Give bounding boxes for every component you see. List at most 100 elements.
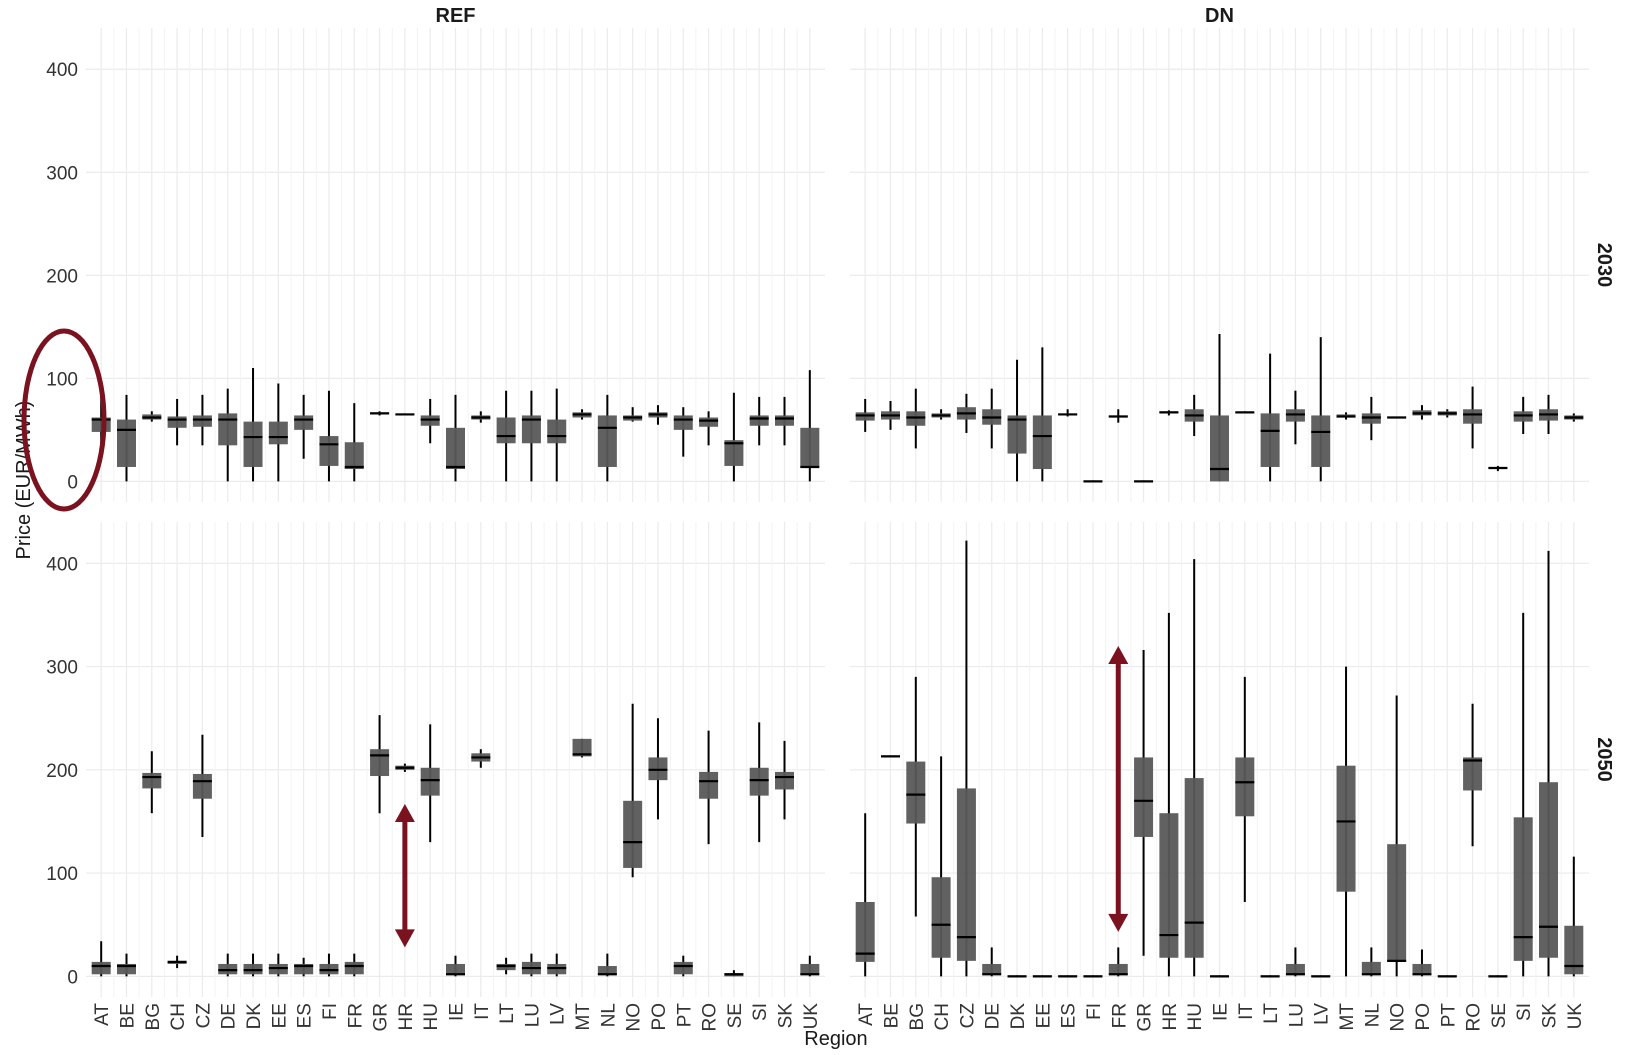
box-DN-2050-DE [982, 947, 1002, 977]
box-REF-2050-PT [673, 955, 693, 977]
x-tick-label: LU [522, 1003, 543, 1027]
box-body [749, 767, 769, 796]
box-REF-2030-LV [547, 388, 567, 482]
box-REF-2030-DE [218, 388, 238, 482]
x-tick-label: AT [856, 1003, 877, 1026]
y-tick-label: 100 [46, 864, 78, 885]
box-body [800, 427, 820, 467]
box-body [167, 416, 187, 428]
box-body [623, 800, 643, 868]
x-tick-label: UK [1565, 1003, 1586, 1030]
box-body [1235, 757, 1255, 817]
box-body [1210, 415, 1229, 482]
box-REF-2050-FR [344, 953, 364, 977]
box-DN-2030-CH [931, 409, 951, 420]
x-tick-label: DE [983, 1003, 1004, 1029]
box-body [1412, 963, 1432, 975]
box-body [344, 961, 364, 975]
box-REF-2050-UK [800, 955, 820, 977]
x-tick-label: IT [472, 1003, 493, 1020]
box-DN-2030-UK [1564, 413, 1584, 422]
box-body [956, 788, 976, 961]
x-tick-label: PT [674, 1003, 695, 1028]
x-tick-label: LT [497, 1003, 518, 1024]
box-body [116, 419, 136, 467]
box-REF-2050-LT [496, 957, 516, 975]
box-DN-2050-PT [1437, 975, 1457, 978]
box-DN-2030-MT [1336, 412, 1356, 420]
box-DN-2030-BG [906, 388, 926, 449]
y-tick-label: 200 [46, 266, 78, 287]
x-tick-label: PO [649, 1003, 670, 1030]
box-DN-2050-AT [855, 813, 875, 977]
box-body [1513, 817, 1533, 961]
box-DN-2030-IT [1235, 411, 1255, 414]
x-tick-label: IE [1211, 1003, 1232, 1021]
box-DN-2030-FR [1108, 409, 1128, 423]
box-body [243, 421, 263, 467]
box-body [1564, 925, 1584, 975]
box-REF-2050-HU [420, 724, 440, 843]
box-REF-2030-SI [749, 396, 769, 446]
x-tick-label: SK [776, 1003, 797, 1029]
box-REF-2030-HR [395, 413, 415, 416]
box-REF-2050-BE [116, 953, 136, 977]
y-tick-label: 200 [46, 761, 78, 782]
box-REF-2030-FI [319, 390, 339, 482]
box-body [1539, 782, 1559, 958]
box-DN-2050-FR [1108, 947, 1128, 977]
box-DN-2050-PO [1412, 949, 1432, 977]
strip-label-DN: DN [1205, 5, 1234, 27]
box-DN-2030-PO [1412, 405, 1432, 420]
x-tick-label: FR [1109, 1003, 1130, 1028]
y-tick-label: 400 [46, 554, 78, 575]
box-DN-2030-NO [1387, 416, 1407, 419]
box-body [1285, 963, 1305, 975]
annotation-arrow-DN-2050-FR [1108, 645, 1129, 932]
box-REF-2030-IT [471, 411, 491, 423]
x-tick-label: RO [700, 1003, 721, 1032]
box-DN-2030-LT [1260, 353, 1280, 482]
box-body [1108, 963, 1128, 975]
box-body [724, 440, 744, 466]
x-tick-label: DK [1008, 1003, 1029, 1030]
box-REF-2030-BG [142, 411, 162, 422]
box-REF-2030-EE [268, 383, 288, 482]
box-body [446, 963, 465, 975]
box-REF-2050-SE [724, 970, 744, 977]
box-REF-2050-MT [572, 738, 592, 758]
box-body [370, 749, 390, 777]
box-body [1361, 961, 1381, 975]
box-DN-2050-IE [1210, 975, 1229, 978]
box-body [906, 761, 926, 824]
box-DN-2050-DK [1007, 975, 1027, 978]
box-body [1159, 813, 1179, 958]
box-body [775, 415, 795, 426]
box-DN-2030-SI [1513, 396, 1533, 434]
y-tick-label: 0 [67, 967, 78, 988]
box-body [1007, 415, 1027, 454]
box-REF-2050-FI [319, 953, 339, 977]
box-REF-2030-BE [116, 394, 136, 482]
x-tick-label: FI [320, 1003, 341, 1020]
box-body [1311, 415, 1331, 467]
box-REF-2050-PO [648, 718, 668, 820]
y-tick-label: 300 [46, 163, 78, 184]
box-DN-2030-EE [1032, 347, 1052, 482]
x-tick-label: CZ [193, 1003, 214, 1029]
box-body [547, 419, 567, 444]
x-axis-title: Region [804, 1028, 867, 1050]
box-REF-2050-NO [623, 703, 643, 878]
x-tick-label: CH [932, 1003, 953, 1030]
box-REF-2030-CH [167, 398, 187, 446]
box-body [673, 961, 693, 975]
x-tick-label: GR [371, 1003, 392, 1032]
x-tick-label: NO [624, 1003, 645, 1032]
y-tick-label: 400 [46, 60, 78, 81]
x-tick-label: NO [1388, 1003, 1409, 1032]
box-REF-2030-IE [446, 394, 465, 482]
box-DN-2030-HU [1184, 394, 1204, 437]
label-layer: REF DN 2030 2050 0 100 200 300 400 0 100 200 300 400 A… [13, 5, 1615, 1050]
box-body [597, 415, 617, 467]
